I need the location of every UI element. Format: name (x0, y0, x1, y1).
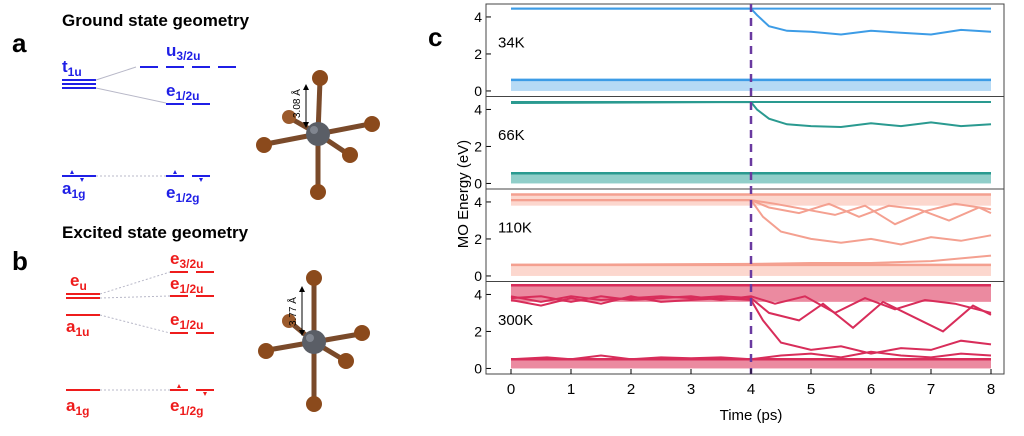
panel-b-letter: b (12, 246, 28, 276)
arrow-head (299, 286, 305, 292)
bromine-atom (364, 116, 380, 132)
arrow-head (303, 84, 309, 90)
x-tick-label: 7 (927, 381, 935, 398)
connector-line (99, 271, 171, 295)
mo-energy-series-line (510, 254, 992, 266)
mo-energy-series-line (511, 199, 992, 222)
x-tick-label: 4 (747, 381, 755, 398)
mo-energy-series-line (511, 199, 992, 226)
e12u-lower-label: e1/2u (170, 310, 203, 332)
bond-length-label: 3.08 Å (290, 89, 303, 118)
panel-b-energy-diagram (66, 271, 214, 396)
molecule-excited-state: 3.77 Å (258, 270, 370, 412)
x-axis-label: Time (ps) (720, 407, 783, 424)
spin-down-arrow (203, 392, 207, 396)
y-tick-label: 2 (474, 231, 482, 247)
y-tick-label: 4 (474, 286, 482, 302)
spin-down-arrow (199, 178, 203, 182)
y-tick-label: 2 (474, 46, 482, 62)
bromine-atom (312, 70, 328, 86)
spin-up-arrow (173, 170, 177, 174)
temperature-label: 110K (498, 219, 532, 236)
connector-line (95, 66, 137, 81)
connector-line (95, 87, 167, 104)
highlight (310, 126, 318, 134)
y-tick-label: 4 (474, 101, 482, 117)
bromine-atom (258, 343, 274, 359)
x-tick-label: 1 (567, 381, 575, 398)
y-tick-label: 2 (474, 323, 482, 339)
x-tick-label: 6 (867, 381, 875, 398)
a1g-label: a1g (66, 396, 89, 418)
e12g-label: e1/2g (166, 183, 199, 205)
mo-energy-series-line (510, 295, 992, 333)
plot-frame (485, 3, 1005, 375)
panel-a-labels: t1u u3/2u e1/2u a1g e1/2g (62, 41, 200, 205)
y-tick-label: 0 (474, 83, 482, 99)
y-tick-label: 4 (474, 194, 482, 210)
spin-down-arrow (80, 178, 84, 182)
bond-length-label: 3.77 Å (286, 297, 299, 326)
y-tick-label: 2 (474, 138, 482, 154)
bromine-atom (310, 184, 326, 200)
connector-line (99, 314, 171, 334)
panel-b-title: Excited state geometry (62, 223, 249, 242)
bromine-atom (338, 353, 354, 369)
y-tick-label: 0 (474, 175, 482, 191)
temperature-label: 66K (498, 127, 525, 144)
y-tick-label: 0 (474, 360, 482, 376)
panel-b-labels: eu a1u e3/2u e1/2u e1/2u a1g e1/2g (66, 249, 203, 418)
temperature-label: 300K (498, 312, 533, 329)
a1g-label: a1g (62, 179, 85, 201)
arrow-head (303, 122, 309, 128)
bromine-atom (282, 314, 296, 328)
connector-line (99, 295, 171, 299)
arrow-head (299, 330, 305, 336)
mo-energy-series-line (511, 199, 992, 246)
x-tick-label: 3 (687, 381, 695, 398)
bromine-atom (342, 147, 358, 163)
x-tick-label: 8 (987, 381, 995, 398)
y-axis-label: MO Energy (eV) (455, 140, 472, 248)
panel-a-letter: a (12, 28, 27, 58)
u32u-label: u3/2u (166, 41, 200, 63)
lead-atom (306, 122, 330, 146)
bromine-atom (306, 396, 322, 412)
bromine-atom (354, 325, 370, 341)
a1u-label: a1u (66, 317, 89, 339)
x-tick-label: 5 (807, 381, 815, 398)
x-tick-label: 0 (507, 381, 515, 398)
y-tick-label: 4 (474, 9, 482, 25)
highlight (306, 334, 314, 342)
bromine-atom (256, 137, 272, 153)
panel-a-energy-diagram (62, 66, 236, 182)
panel-c-letter: c (428, 22, 442, 52)
energy-band (511, 359, 991, 369)
mo-energy-series-line (510, 295, 992, 315)
molecule-ground-state: 3.08 Å (256, 70, 380, 200)
mo-energy-chart: 0 2 4 34K 0 2 4 66K 0 2 4 110K 0 2 4 300K 0 1 2 3 4 5 6 7 8 (474, 3, 1005, 398)
t1u-label: t1u (62, 57, 82, 79)
temperature-label: 34K (498, 34, 525, 51)
spin-up-arrow (177, 384, 181, 388)
x-tick-label: 2 (627, 381, 635, 398)
eu-label: eu (70, 271, 87, 293)
spin-up-arrow (70, 170, 74, 174)
e32u-label: e3/2u (170, 249, 203, 271)
e12g-label: e1/2g (170, 396, 203, 418)
mo-energy-series-line (511, 7, 992, 36)
bromine-atom (306, 270, 322, 286)
e12u-upper-label: e1/2u (170, 274, 203, 296)
panel-a-title: Ground state geometry (62, 11, 250, 30)
lead-atom (302, 330, 326, 354)
mo-energy-series-line (510, 100, 992, 129)
e12u-label: e1/2u (166, 81, 199, 103)
energy-band (511, 79, 991, 91)
y-tick-label: 0 (474, 268, 482, 284)
bromine-atom (282, 110, 296, 124)
mo-energy-series-line (510, 295, 992, 355)
